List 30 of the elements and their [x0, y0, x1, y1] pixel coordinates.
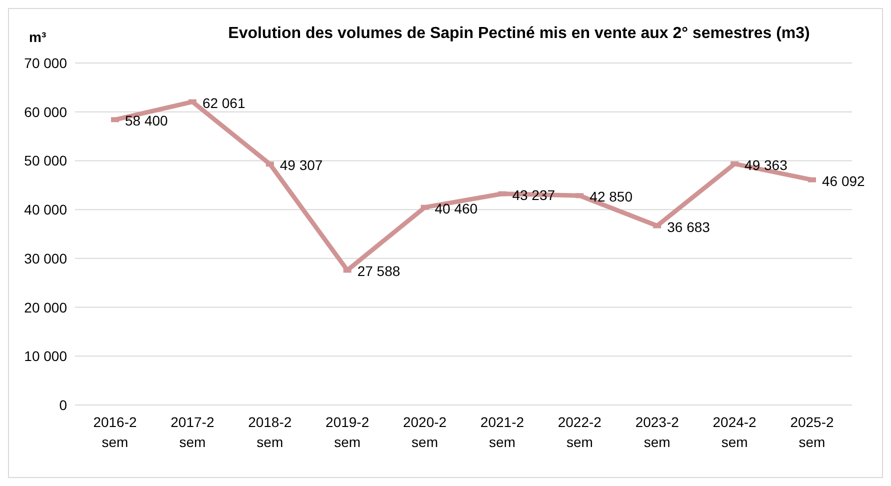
- data-label: 40 460: [434, 200, 478, 216]
- x-tick-label: 2025-2 sem: [790, 414, 834, 450]
- x-tick-label: 2023-2 sem: [635, 414, 680, 450]
- x-tick-label: 2017-2 sem: [170, 414, 214, 450]
- data-label: 58 400: [125, 112, 168, 129]
- y-tick-label: 40 000: [24, 202, 68, 218]
- y-tick-label: 0: [59, 396, 68, 413]
- x-tick-label: 2019-2 sem: [326, 414, 370, 450]
- x-tick-label: 2022-2 sem: [558, 414, 602, 450]
- y-axis-title: m³: [29, 29, 46, 45]
- y-tick-label: 10 000: [24, 348, 68, 364]
- y-tick-label: 20 000: [24, 299, 68, 316]
- x-tick-label: 2021-2 sem: [480, 414, 524, 450]
- y-tick-label: 30 000: [24, 250, 68, 266]
- x-tick-label: 2020-2 sem: [402, 414, 447, 450]
- y-tick-label: 50 000: [24, 152, 68, 169]
- y-tick-label: 60 000: [24, 104, 68, 120]
- x-tick-label: 2016-2 sem: [93, 414, 138, 450]
- x-tick-label: 2018-2 sem: [248, 414, 292, 450]
- data-label: 36 683: [667, 218, 710, 235]
- data-label: 49 307: [280, 157, 323, 174]
- data-label: 49 363: [744, 156, 788, 173]
- chart-title: Evolution des volumes de Sapin Pectiné mis en vente aux 2° semestres (m3): [227, 25, 811, 43]
- y-tick-label: 70 000: [24, 54, 68, 71]
- data-label: 42 850: [590, 188, 633, 205]
- data-label: 46 092: [822, 172, 866, 189]
- data-label: 43 237: [512, 186, 556, 203]
- x-tick-label: 2024-2 sem: [712, 414, 757, 450]
- data-label: 27 588: [357, 263, 400, 280]
- data-label: 62 061: [202, 94, 246, 111]
